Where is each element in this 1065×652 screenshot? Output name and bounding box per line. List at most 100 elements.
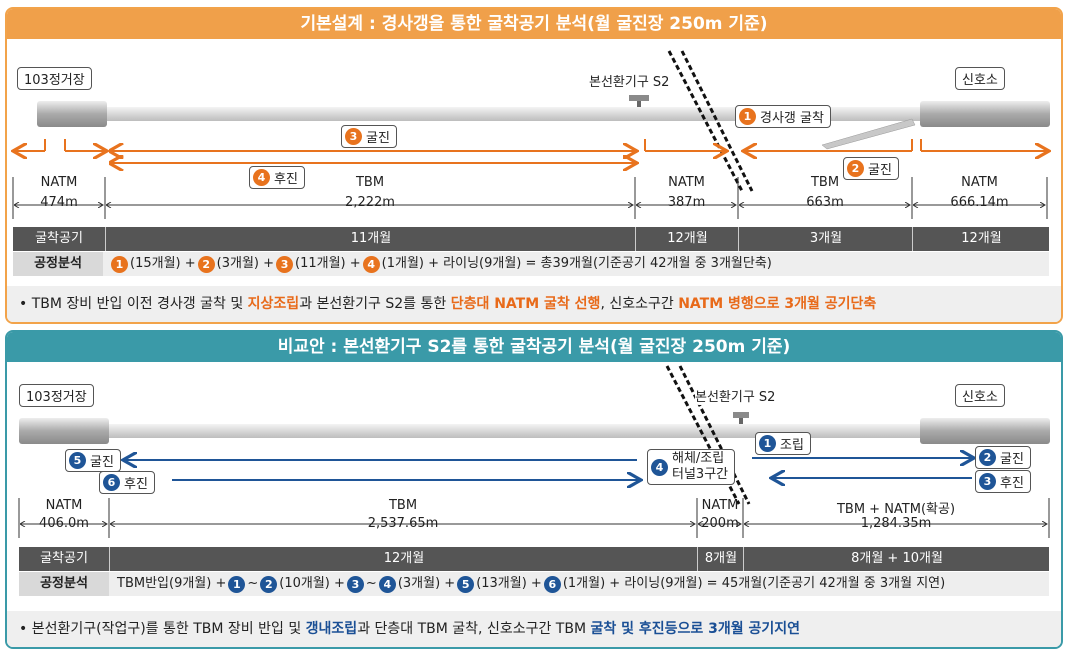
summary-text: 과 단층대 TBM 굴착, 신호소구간 TBM [357, 621, 591, 637]
segment-length: 666.14m [950, 195, 1009, 210]
segment-length: 474m [40, 195, 78, 210]
step-number: 1 [111, 255, 128, 273]
proc-part: (1개월) + 라이닝(9개월) = 45개월(기준공기 42개월 중 3개월 … [562, 576, 946, 591]
summary-highlight: 지상조립 [247, 296, 300, 312]
step-number: 5 [69, 452, 86, 469]
summary-highlight: 굴착 및 후진등으로 3개월 공기지연 [590, 621, 801, 637]
step-number: 2 [979, 449, 996, 466]
summary-text: • TBM 장비 반입 이전 경사갱 굴착 및 [19, 296, 248, 312]
step-text: 굴진 [1000, 452, 1024, 467]
segment-method: TBM [388, 498, 418, 513]
summary-text: , 신호소구간 [600, 296, 679, 312]
panel2-drawing [18, 365, 1050, 538]
signal-station-label: 신호소 [955, 384, 1005, 407]
summary-highlight: 단층대 NATM 굴착 선행 [450, 296, 601, 312]
step-text: 굴진 [366, 131, 390, 146]
step-4-tag: 4 해체/조립 터널3구간 [647, 449, 736, 485]
step-text: 굴진 [868, 163, 892, 178]
excavation-period-bar: 굴착공기 11개월 12개월 3개월 12개월 [13, 227, 1049, 251]
proc-part: (11개월) + [295, 256, 361, 271]
excavation-period-bar: 굴착공기 12개월 8개월 8개월 + 10개월 [19, 547, 1049, 571]
step-1-tag: 1 경사갱 굴착 [735, 105, 831, 128]
shaft-label: 본선환기구 S2 [589, 71, 670, 90]
tunnel-tube [19, 424, 1049, 438]
signal-station-label: 신호소 [955, 67, 1005, 90]
segment-method: NATM [701, 498, 739, 513]
proc-part: (3개월) + [397, 576, 456, 591]
step-number: 2 [260, 575, 278, 593]
step-number: 4 [362, 255, 380, 273]
proc-part: (13개월) + [476, 576, 542, 591]
segment-length: 1,284.35m [860, 516, 932, 531]
panel-alternative: 비교안 : 본선환기구 S2를 통한 굴착공기 분석(월 굴진장 250m 기준… [5, 330, 1063, 649]
step-number: 4 [378, 575, 396, 593]
proc-part: (1개월) + 라이닝(9개월) = 총39개월(기준공기 42개월 중 3개월… [381, 256, 772, 271]
proc-part: ~ [247, 576, 259, 591]
step-text: 터널3구간 [672, 467, 729, 482]
signal-station-block [920, 101, 1050, 127]
summary-text: 과 본선환기구 S2를 통한 [299, 296, 451, 312]
panel-title: 비교안 : 본선환기구 S2를 통한 굴착공기 분석(월 굴진장 250m 기준… [7, 332, 1061, 362]
step-3-tag: 3 굴진 [341, 125, 397, 148]
summary-highlight: 갱내조립 [305, 621, 358, 637]
step-text: 후진 [274, 172, 298, 187]
step-4-tag: 4 후진 [249, 166, 305, 189]
panel-title: 기본설계 : 경사갱을 통한 굴착공기 분석(월 굴진장 250m 기준) [7, 9, 1061, 39]
signal-station-block [920, 418, 1050, 444]
segment-method: NATM [668, 175, 705, 190]
bar-cell: 12개월 [635, 227, 739, 251]
proc-part: (15개월) + [130, 256, 196, 271]
segment-method: TBM + NATM(확공) [836, 502, 956, 517]
step-number: 4 [651, 458, 668, 476]
step-number: 3 [346, 575, 364, 593]
segment-length: 387m [667, 195, 706, 210]
segment-length: 2,222m [345, 195, 395, 210]
tunnel-tube [37, 107, 1049, 121]
step-number: 3 [276, 255, 294, 273]
step-number: 5 [457, 575, 475, 593]
summary-highlight: NATM 병행으로 3개월 공기단축 [678, 296, 877, 312]
step-number: 1 [228, 575, 246, 593]
step-number: 2 [847, 160, 864, 177]
step-text: 후진 [1000, 476, 1024, 491]
bar-label: 굴착공기 [40, 551, 88, 566]
segment-method: NATM [45, 498, 83, 513]
step-text: 해체/조립 [672, 451, 725, 466]
proc-label: 공정분석 [19, 572, 109, 596]
step-text: 조립 [780, 438, 804, 453]
proc-formula: 1 (15개월) + 2 (3개월) + 3 (11개월) + 4 (1개월) + 라이… [111, 252, 772, 276]
station-103-block [37, 101, 107, 127]
segment-length: 663m [806, 195, 844, 210]
step-number: 6 [103, 474, 120, 491]
process-analysis-row: 공정분석 1 (15개월) + 2 (3개월) + 3 (11개월) + 4 (1개월)… [13, 252, 1049, 276]
segment-method: TBM [810, 175, 840, 190]
bar-cell: 8개월 [697, 547, 744, 571]
step-3-tag: 3 후진 [975, 470, 1031, 493]
shaft-marker-icon [733, 412, 749, 418]
station-103-label: 103정거장 [19, 384, 94, 407]
step-text: 후진 [124, 477, 148, 492]
proc-formula: TBM반입(9개월) + 1 ~ 2 (10개월) + 3 ~ 4 (3개월) + 5(… [117, 572, 945, 596]
fault-line [667, 50, 744, 192]
proc-part: (3개월) + [216, 256, 275, 271]
segment-method: NATM [961, 175, 998, 190]
step-5-tag: 5 굴진 [65, 449, 121, 472]
panel2-summary: • 본선환기구(작업구)를 통한 TBM 장비 반입 및 갱내조립과 단층대 T… [7, 611, 1061, 647]
bar-label: 굴착공기 [35, 231, 83, 246]
step-2-tag: 2 굴진 [843, 157, 899, 180]
inclined-shaft [821, 118, 916, 150]
station-103-label: 103정거장 [17, 67, 92, 90]
shaft-marker-icon [629, 95, 649, 101]
bar-cell: 12개월 [109, 547, 698, 571]
bar-cell: 11개월 [105, 227, 636, 251]
step-text: 굴진 [90, 455, 114, 470]
step-text: 경사갱 굴착 [760, 111, 824, 126]
segment-length: 406.0m [39, 516, 89, 531]
shaft-label: 본선환기구 S2 [695, 386, 776, 405]
panel1-summary: • TBM 장비 반입 이전 경사갱 굴착 및 지상조립과 본선환기구 S2를 … [7, 286, 1061, 322]
station-103-block [19, 418, 109, 444]
step-number: 3 [979, 473, 996, 490]
proc-part: (10개월) + [279, 576, 345, 591]
step-6-tag: 6 후진 [99, 471, 155, 494]
segment-method: NATM [40, 175, 78, 190]
